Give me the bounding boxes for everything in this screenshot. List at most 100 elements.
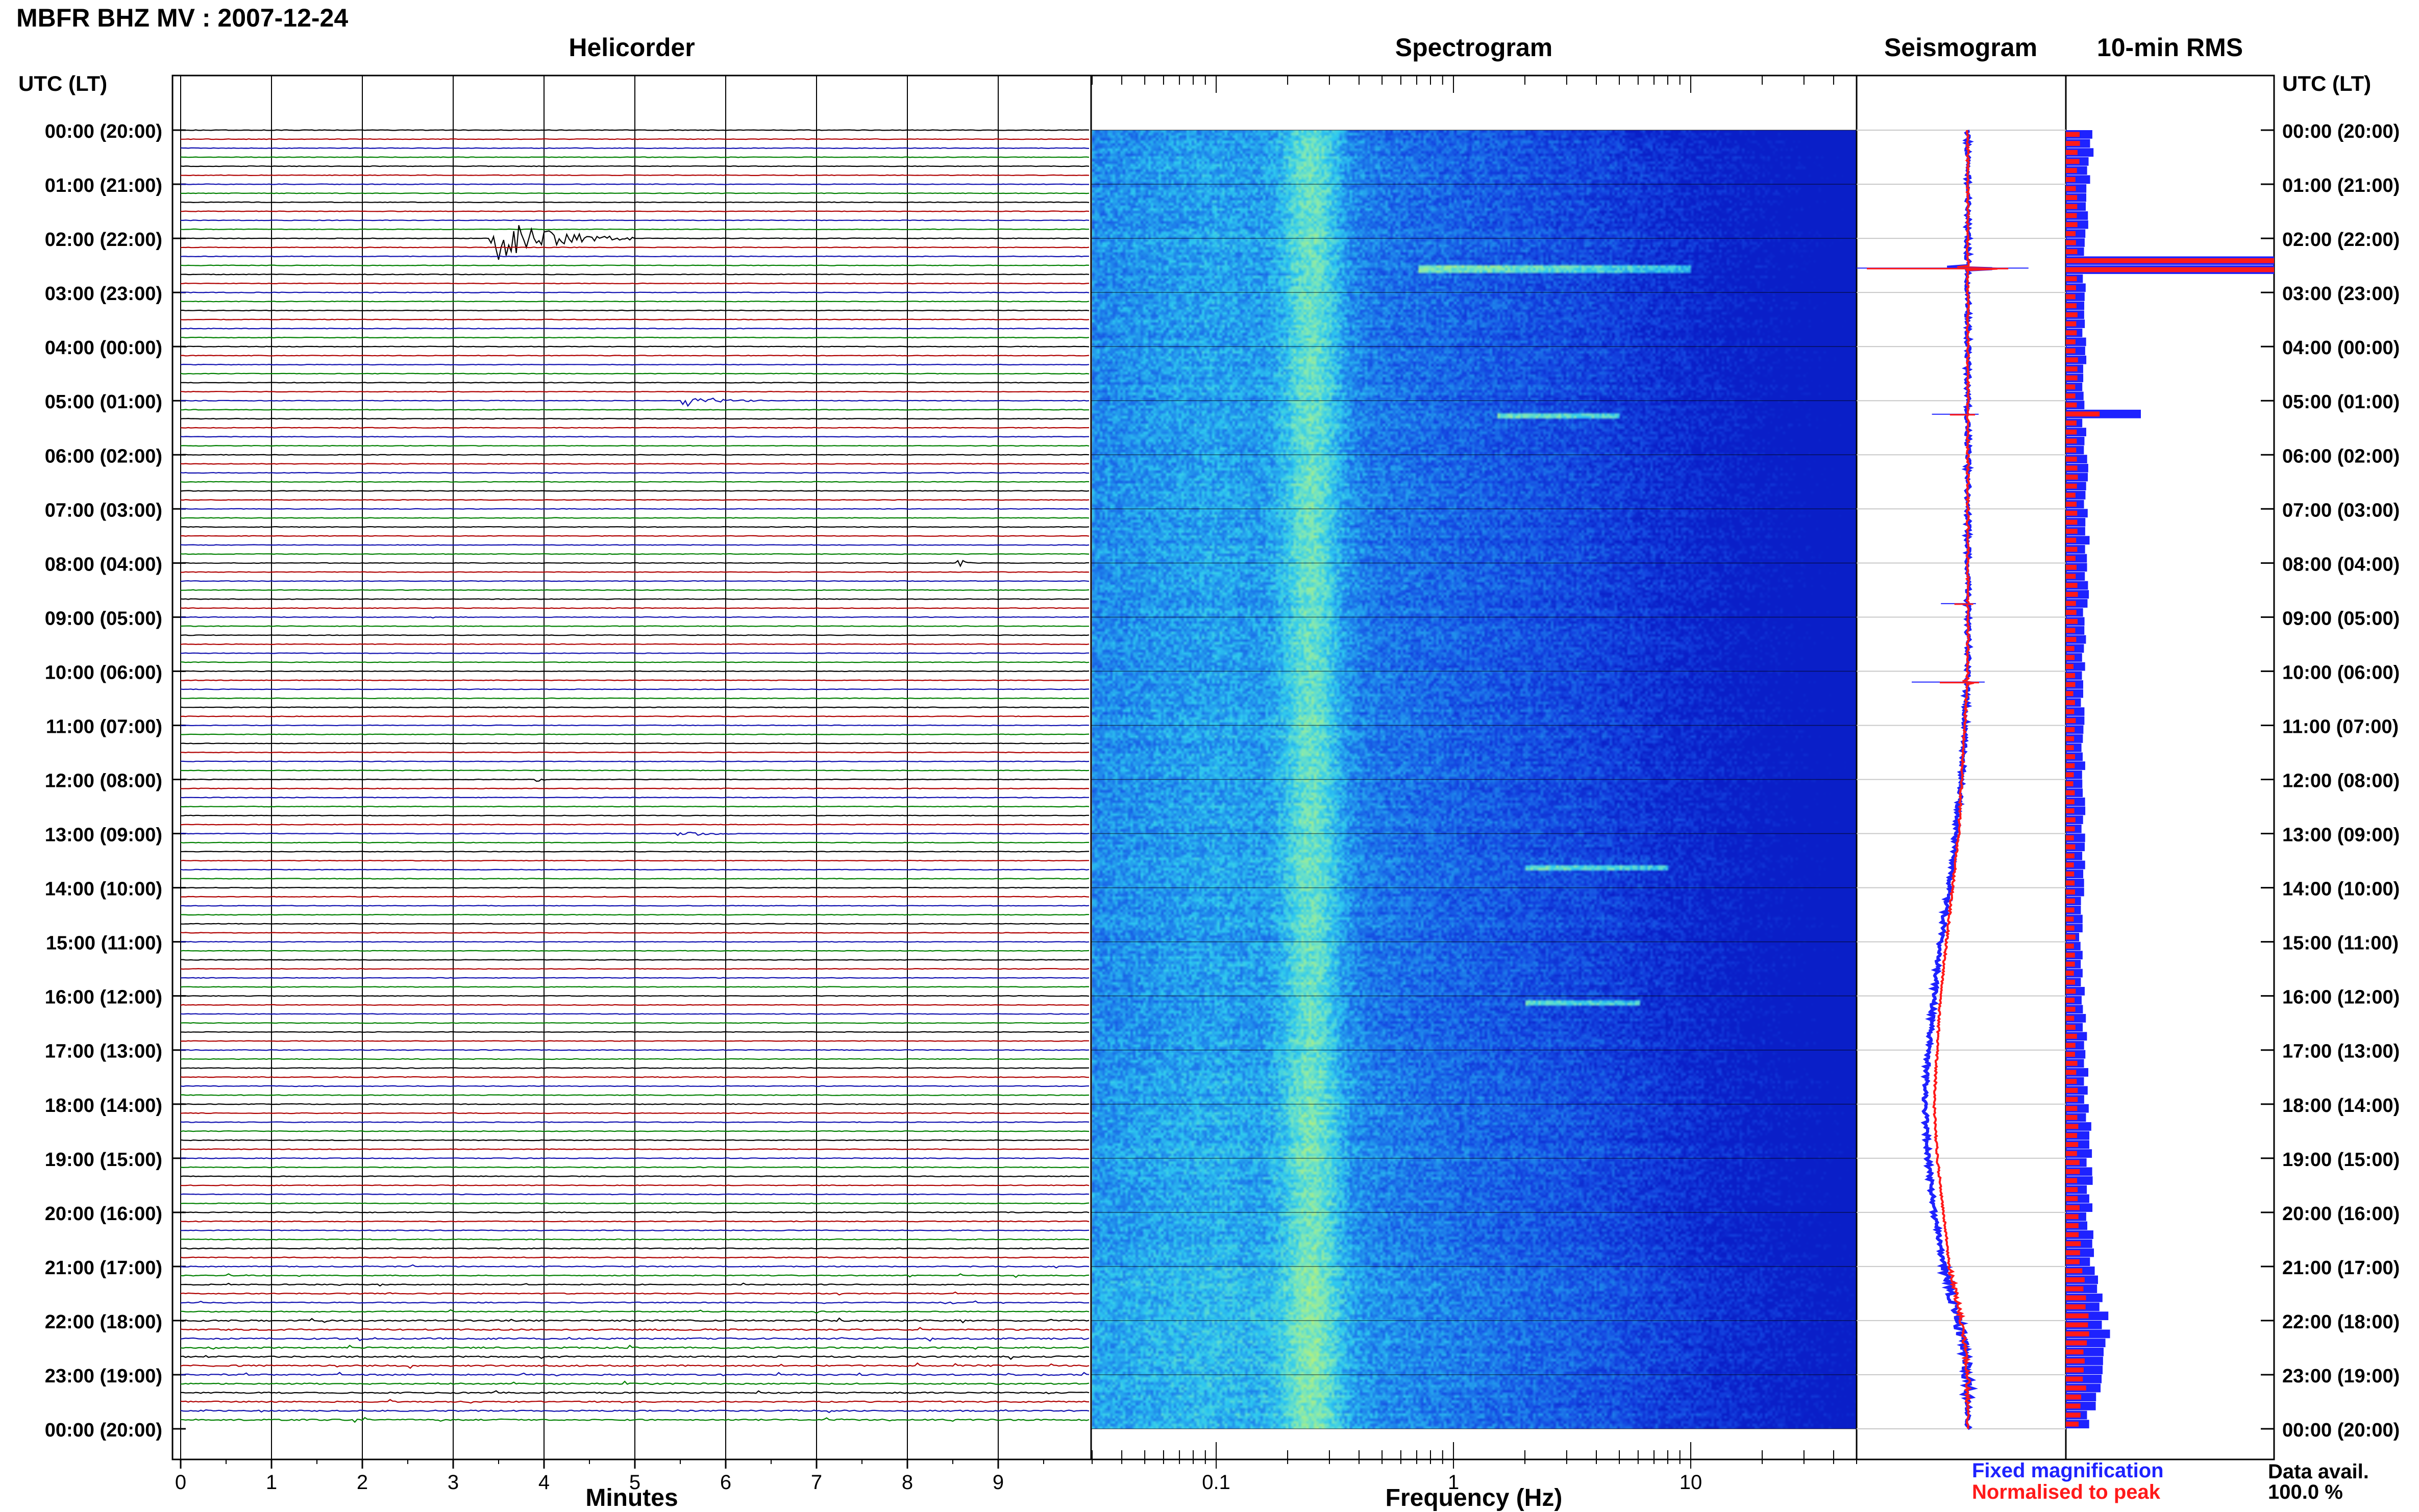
time-tick-label-left: 22:00 (18:00)	[45, 1311, 162, 1333]
helicorder-trace-line	[180, 643, 1090, 646]
rms-bar-normalised	[2066, 240, 2076, 245]
rms-bar-normalised	[2066, 330, 2077, 336]
helicorder-trace-line	[181, 940, 1090, 943]
rms-bar-normalised	[2066, 1349, 2084, 1355]
rms-bar-normalised	[2066, 754, 2075, 759]
helicorder-x-tick-label: 7	[811, 1471, 822, 1494]
rms-bar-normalised	[2066, 763, 2075, 769]
rms-bar-normalised	[2066, 1052, 2075, 1057]
helicorder-trace-line	[180, 328, 1090, 330]
helicorder-trace-line	[181, 274, 1090, 276]
helicorder-trace-line	[180, 1256, 1090, 1259]
rms-bar-normalised	[2066, 537, 2077, 543]
time-tick-label-right: 20:00 (16:00)	[2282, 1203, 2400, 1225]
time-tick-label-left: 01:00 (21:00)	[45, 175, 162, 196]
time-tick-label-left: 21:00 (17:00)	[45, 1257, 162, 1279]
rms-bar-normalised	[2066, 727, 2075, 732]
helicorder-trace-line	[180, 225, 1090, 260]
rms-bar-normalised	[2066, 465, 2078, 471]
helicorder-trace-line	[180, 886, 1090, 889]
helicorder-x-tick-label: 6	[720, 1471, 731, 1494]
helicorder-trace-line	[180, 1211, 1090, 1213]
rms-bar-normalised	[2066, 971, 2074, 976]
helicorder-trace-line	[180, 851, 1090, 853]
rms-bar-normalised	[2066, 618, 2078, 624]
time-tick-label-right: 03:00 (23:00)	[2282, 283, 2400, 305]
time-tick-label-left: 16:00 (12:00)	[45, 987, 162, 1008]
rms-bar-normalised	[2066, 817, 2076, 823]
rms-bar-normalised	[2066, 357, 2078, 363]
data-avail-value: 100.0 %	[2268, 1481, 2343, 1503]
helicorder-trace-line	[180, 490, 1090, 492]
rms-bar-normalised	[2066, 393, 2076, 399]
rms-bar-normalised	[2066, 1006, 2076, 1012]
helicorder-trace-line	[180, 831, 1090, 836]
rms-bar-normalised	[2066, 583, 2078, 588]
helicorder-trace-line	[180, 932, 1090, 934]
time-tick-label-right: 08:00 (04:00)	[2282, 554, 2400, 575]
helicorder-traces	[180, 129, 1090, 1423]
helicorder-trace-line	[180, 1148, 1090, 1150]
helicorder-trace-line	[180, 824, 1090, 826]
rms-bar-normalised	[2066, 628, 2076, 633]
helicorder-trace-line	[180, 1336, 1090, 1342]
helicorder-trace-line	[180, 625, 1089, 627]
rms-bar-normalised	[2066, 1286, 2084, 1292]
time-tick-label-right: 01:00 (21:00)	[2282, 175, 2400, 196]
time-tick-label-left: 00:00 (20:00)	[45, 121, 162, 142]
helicorder-trace-line	[180, 1362, 1090, 1369]
time-tick-label-left: 20:00 (16:00)	[45, 1203, 162, 1225]
rms-bar-normalised	[2066, 1403, 2081, 1409]
rms-bar-normalised	[2066, 1070, 2077, 1075]
rms-bar-normalised	[2066, 195, 2078, 200]
rms-bar-normalised	[2066, 1196, 2078, 1201]
helicorder-x-tick-label: 2	[357, 1471, 368, 1494]
helicorder-trace-line	[180, 301, 1090, 303]
rms-bar-normalised	[2066, 529, 2078, 534]
helicorder-trace-line	[180, 129, 1090, 131]
helicorder-trace-line	[180, 1238, 1090, 1241]
rms-bar-normalised	[2066, 1241, 2081, 1247]
helicorder-trace-line	[180, 787, 1090, 789]
rms-bar-normalised	[2066, 1367, 2084, 1373]
time-tick-label-right: 07:00 (03:00)	[2282, 500, 2400, 521]
time-tick-label-right: 21:00 (17:00)	[2282, 1257, 2400, 1279]
rms-title: 10-min RMS	[2096, 33, 2243, 62]
data-avail-label: Data avail.	[2268, 1460, 2369, 1483]
helicorder-trace-line	[180, 1344, 1090, 1350]
rms-bar-normalised	[2066, 1412, 2081, 1418]
rms-bar-normalised	[2066, 1358, 2085, 1364]
helicorder-trace-line	[180, 913, 1090, 916]
helicorder-xlabel: Minutes	[585, 1484, 678, 1511]
rms-bar-normalised	[2066, 709, 2075, 714]
time-tick-label-right: 11:00 (07:00)	[2282, 716, 2399, 737]
legend-normalised-to-peak: Normalised to peak	[1972, 1481, 2161, 1503]
helicorder-trace-line	[180, 1273, 1090, 1278]
helicorder-trace-line	[180, 986, 1090, 988]
helicorder-trace-line	[180, 1399, 1090, 1404]
helicorder-trace-line	[180, 1372, 1090, 1377]
rms-bar-normalised	[2066, 961, 2075, 967]
time-tick-label-left: 02:00 (22:00)	[45, 229, 162, 251]
rms-bar-normalised	[2066, 483, 2077, 489]
rms-bar-normalised	[2066, 1331, 2089, 1336]
rms-bar-normalised	[2066, 1394, 2081, 1400]
helicorder-trace-line	[180, 1282, 1090, 1287]
rms-bar-normalised	[2066, 420, 2077, 426]
rms-bar-normalised	[2066, 276, 2077, 282]
helicorder-trace-line	[180, 264, 1090, 266]
rms-bar-normalised	[2066, 556, 2076, 561]
seismogram-series-normalised	[1932, 130, 1997, 1429]
time-tick-label-right: 16:00 (12:00)	[2282, 987, 2400, 1008]
rms-bar-normalised	[2066, 862, 2074, 867]
rms-bar-normalised	[2066, 294, 2076, 300]
rms-bar-normalised	[2066, 610, 2077, 615]
rms-bar-normalised	[2066, 321, 2077, 327]
helicorder-trace-line	[180, 778, 1090, 782]
rms-bar-normalised	[2066, 132, 2080, 137]
rms-bar-normalised	[2066, 267, 2274, 272]
rms-bar-normalised	[2066, 1313, 2089, 1319]
spectrogram-x-tick-label: 1	[1448, 1471, 1459, 1494]
spectrogram-x-tick-label: 10	[1680, 1471, 1702, 1494]
